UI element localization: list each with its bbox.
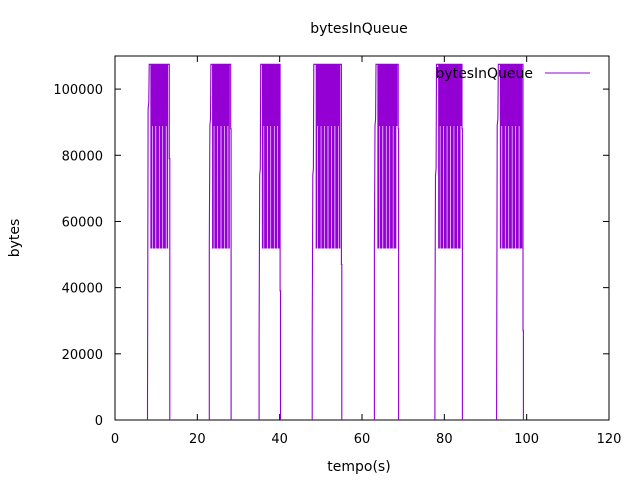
- plot-frame: [114, 55, 610, 421]
- x-tick-label: 60: [354, 432, 371, 447]
- legend: bytesInQueue: [435, 66, 590, 82]
- y-tick-label: 100000: [53, 83, 103, 98]
- x-tick-label: 120: [597, 432, 622, 447]
- legend-label: bytesInQueue: [435, 66, 533, 82]
- y-axis: 0 20000 40000 60000 80000 100000: [53, 83, 609, 429]
- chart-title: bytesInQueue: [310, 21, 408, 37]
- series-line-bytesinqueue: [146, 63, 524, 420]
- x-tick-label: 40: [271, 432, 288, 447]
- x-axis: 0 20 40 60 80 100 120: [111, 56, 622, 447]
- y-tick-label: 60000: [62, 215, 103, 230]
- y-tick-label: 80000: [62, 149, 103, 164]
- y-tick-label: 0: [95, 414, 103, 429]
- x-tick-label: 80: [436, 432, 453, 447]
- x-axis-label: tempo(s): [327, 459, 390, 475]
- y-axis-label: bytes: [7, 219, 23, 258]
- y-tick-label: 20000: [62, 348, 103, 363]
- x-tick-label: 0: [111, 432, 119, 447]
- y-tick-label: 40000: [62, 282, 103, 297]
- x-tick-label: 100: [514, 432, 539, 447]
- x-tick-label: 20: [189, 432, 206, 447]
